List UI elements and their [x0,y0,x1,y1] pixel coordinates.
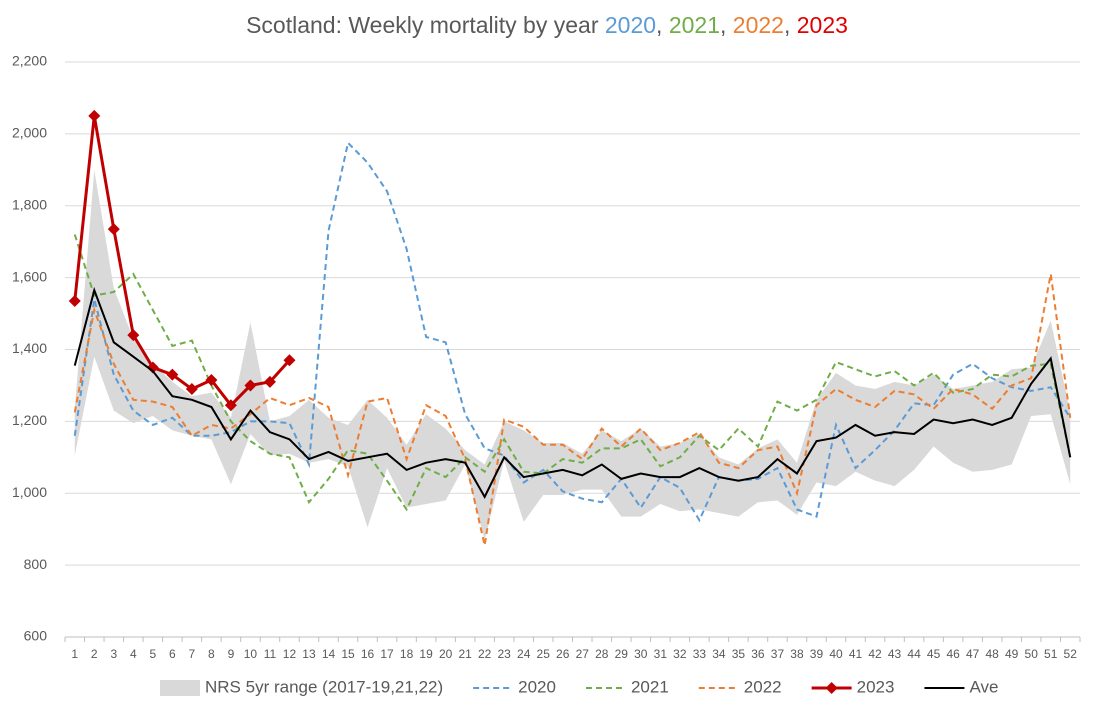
x-tick-label: 9 [228,647,235,661]
x-tick-label: 10 [244,647,258,661]
title-part: 2022 [733,12,784,38]
x-tick-label: 19 [419,647,433,661]
series-marker [127,329,140,342]
y-tick-label: 2,200 [12,53,47,69]
x-tick-label: 35 [732,647,746,661]
x-tick-label: 31 [654,647,668,661]
series-marker [146,361,159,374]
x-tick-label: 46 [946,647,960,661]
title-part: , [656,12,669,38]
x-tick-label: 30 [634,647,648,661]
legend-label: 2020 [518,677,556,696]
series-marker [107,223,120,236]
series-line [73,234,1072,512]
x-tick-label: 49 [1005,647,1019,661]
x-tick-label: 20 [439,647,453,661]
x-tick-label: 41 [849,647,863,661]
x-tick-label: 26 [556,647,570,661]
series-marker [88,109,101,122]
title-part: 2023 [797,12,848,38]
title-part: 2021 [669,12,720,38]
series-marker [244,379,257,392]
x-tick-label: 48 [985,647,999,661]
x-tick-label: 4 [130,647,137,661]
x-tick-label: 17 [380,647,394,661]
x-tick-label: 44 [907,647,921,661]
chart-title: Scotland: Weekly mortality by year 2020,… [246,12,848,38]
x-tick-label: 14 [322,647,336,661]
x-tick-label: 47 [966,647,980,661]
x-tick-label: 40 [829,647,843,661]
x-tick-label: 42 [868,647,882,661]
x-tick-label: 13 [302,647,316,661]
x-tick-label: 12 [283,647,297,661]
series-line [73,286,1072,499]
x-tick-label: 5 [149,647,156,661]
x-tick-label: 23 [498,647,512,661]
x-tick-label: 38 [790,647,804,661]
series-marker [205,374,218,387]
x-tick-label: 37 [771,647,785,661]
x-tick-label: 39 [810,647,824,661]
legend-label: 2022 [744,677,782,696]
x-tick-label: 6 [169,647,176,661]
x-tick-label: 28 [595,647,609,661]
series-marker [283,354,296,367]
x-tick-label: 29 [615,647,629,661]
series-marker [224,399,237,412]
x-tick-label: 24 [517,647,531,661]
x-tick-label: 50 [1025,647,1039,661]
series-marker [185,383,198,396]
y-tick-label: 1,400 [12,340,47,356]
x-tick-label: 36 [751,647,765,661]
x-tick-label: 34 [712,647,726,661]
y-tick-label: 800 [24,556,48,572]
series-marker [166,368,179,381]
legend-label: 2021 [631,677,669,696]
legend-swatch [160,680,200,696]
x-tick-label: 7 [189,647,196,661]
y-tick-label: 1,000 [12,484,47,500]
x-tick-label: 21 [458,647,472,661]
y-tick-label: 1,800 [12,196,47,212]
y-tick-label: 1,600 [12,268,47,284]
x-tick-label: 52 [1064,647,1078,661]
x-tick-label: 22 [478,647,492,661]
series-marker [263,375,276,388]
title-part: 2020 [605,12,656,38]
series-marker [68,294,81,307]
y-tick-label: 600 [24,628,48,644]
range-band [74,169,1071,540]
title-part: , [784,12,797,38]
x-tick-label: 33 [693,647,707,661]
x-tick-label: 11 [264,647,277,661]
x-tick-label: 16 [361,647,375,661]
x-tick-label: 3 [110,647,117,661]
x-tick-label: 25 [537,647,551,661]
x-tick-label: 1 [71,647,78,661]
x-tick-label: 18 [400,647,414,661]
x-tick-label: 15 [341,647,355,661]
legend-marker [825,682,838,694]
legend-label: NRS 5yr range (2017-19,21,22) [205,677,443,696]
title-part: Scotland: Weekly mortality by year [246,12,605,38]
x-tick-label: 32 [673,647,687,661]
legend-label: 2023 [857,677,895,696]
x-tick-label: 51 [1044,647,1058,661]
legend-label: Ave [969,677,998,696]
x-tick-label: 2 [91,647,98,661]
series-line [73,140,1072,523]
y-tick-label: 2,000 [12,125,47,141]
x-tick-label: 45 [927,647,941,661]
series-line [73,273,1072,546]
y-tick-label: 1,200 [12,412,47,428]
x-tick-label: 27 [576,647,590,661]
x-tick-label: 43 [888,647,902,661]
x-tick-label: 8 [208,647,215,661]
title-part: , [720,12,733,38]
